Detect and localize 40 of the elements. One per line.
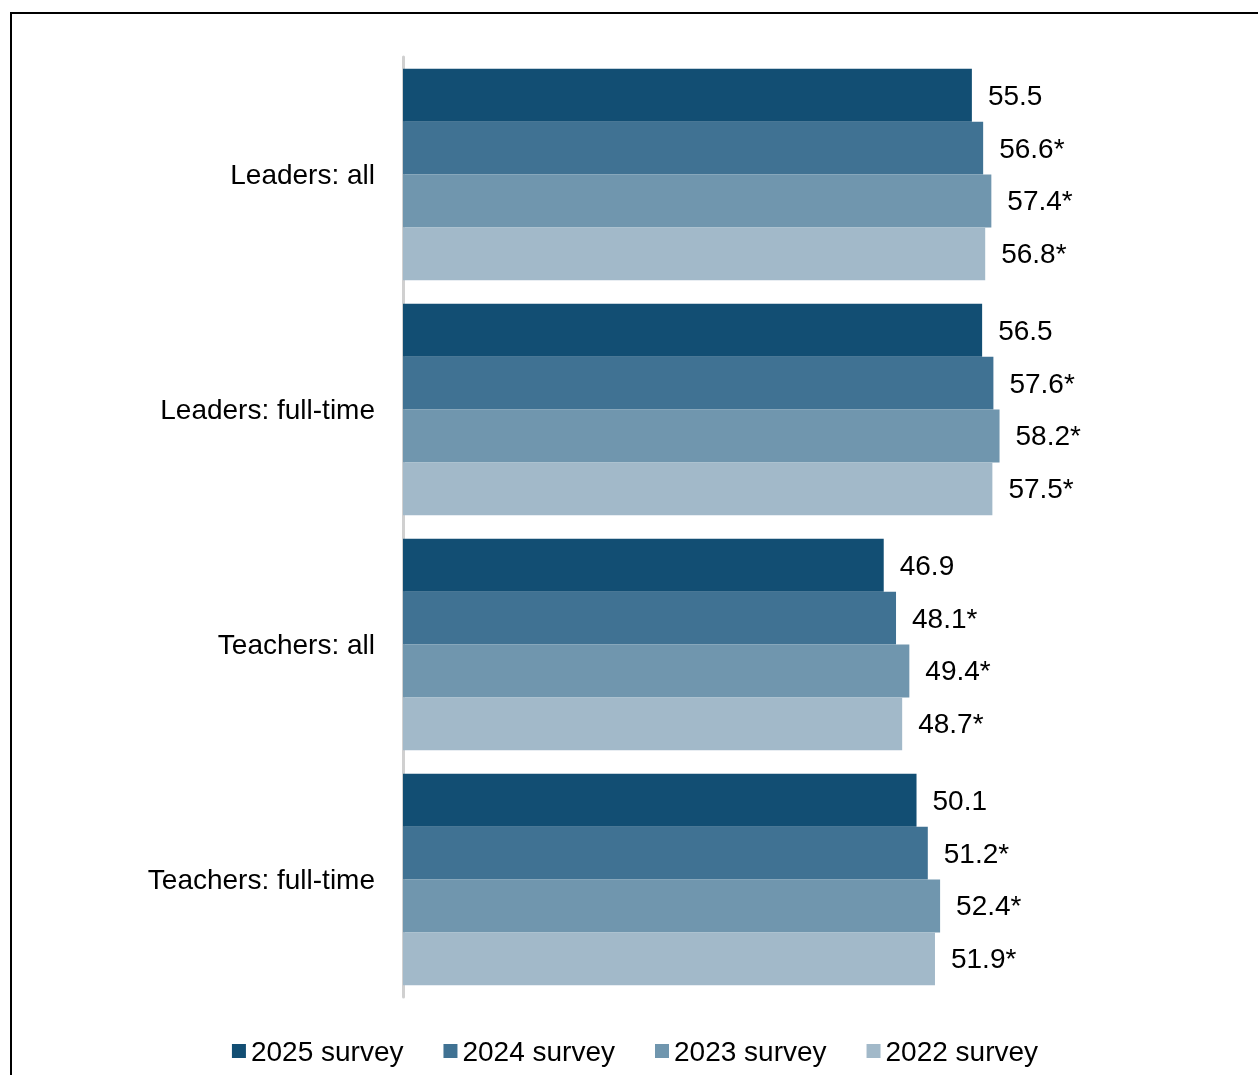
data-label: 58.2*	[1015, 420, 1082, 452]
bar	[403, 697, 903, 751]
bar	[403, 121, 984, 175]
y-tick-label: Teachers: all	[217, 629, 375, 660]
data-label: 51.2*	[943, 837, 1010, 869]
data-label: 57.6*	[1009, 367, 1075, 399]
data-label: 50.1	[932, 784, 988, 816]
bar	[403, 879, 941, 933]
data-label: 46.9	[899, 549, 955, 581]
y-tick-label: Leaders: full-time	[160, 394, 375, 425]
data-label: 51.9*	[950, 943, 1017, 975]
bar	[403, 591, 897, 645]
legend-label: 2024 survey	[462, 1035, 616, 1067]
data-label: 56.6*	[999, 132, 1065, 164]
data-label: 56.5	[998, 314, 1053, 346]
bar	[403, 174, 992, 228]
bar	[403, 644, 910, 698]
data-label: 57.4*	[1007, 185, 1073, 217]
bar	[403, 538, 884, 592]
legend-label: 2025 survey	[250, 1035, 404, 1067]
data-label: 52.4*	[956, 890, 1022, 922]
legend-label: 2023 survey	[674, 1035, 827, 1067]
bar	[403, 826, 928, 880]
bar	[403, 773, 917, 827]
data-label: 49.4*	[925, 655, 991, 687]
bar	[403, 356, 994, 410]
data-label: 48.1*	[912, 602, 978, 634]
data-label: 57.5*	[1008, 473, 1074, 505]
bar	[403, 303, 983, 357]
data-label: 55.5	[987, 79, 1043, 111]
y-tick-label: Teachers: full-time	[147, 864, 375, 895]
bar	[403, 409, 1000, 463]
bar	[403, 227, 986, 281]
legend-label: 2022 survey	[885, 1035, 1039, 1067]
data-label: 48.7*	[918, 708, 984, 740]
bar	[403, 462, 993, 516]
y-tick-label: Leaders: all	[230, 159, 375, 190]
bar	[403, 68, 972, 122]
bar	[403, 932, 935, 986]
data-label: 56.8*	[1001, 238, 1067, 270]
